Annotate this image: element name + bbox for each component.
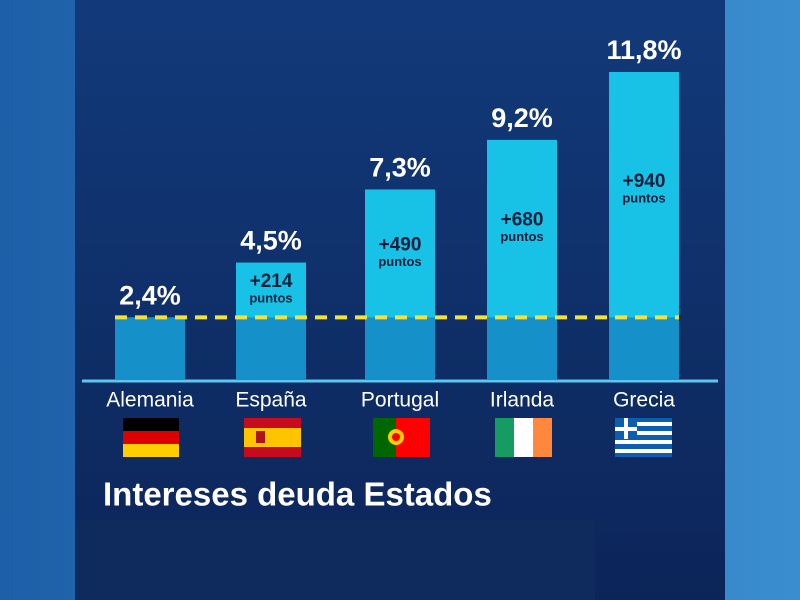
value-label: 4,5% [240,226,302,256]
spread-unit: puntos [249,290,292,305]
bar-base [115,317,185,380]
x-tick-label: España [235,389,307,412]
bar-base [365,317,435,380]
value-label: 7,3% [369,153,431,183]
value-label: 11,8% [606,35,681,65]
chart-title: Intereses deuda Estados [103,476,492,513]
spread-label: +680 [501,210,544,231]
spread-unit: puntos [500,229,543,244]
panel-foot [75,520,595,600]
flag-spain [244,418,301,457]
x-tick-label: Portugal [361,389,439,412]
value-label: 9,2% [491,103,553,133]
bar-base [609,317,679,380]
flag-greece [615,418,672,457]
x-tick-label: Grecia [613,389,675,412]
bar-base [487,317,557,380]
value-label: 2,4% [119,280,181,310]
spread-label: +940 [623,171,666,192]
spread-unit: puntos [378,254,421,269]
x-tick-label: Alemania [106,389,194,412]
spread-unit: puntos [622,190,665,205]
flag-germany [123,418,179,457]
flag-ireland [495,418,552,457]
bar-base [236,317,306,380]
flag-portugal [373,418,430,457]
spread-label: +214 [250,271,293,292]
flags [123,418,672,457]
x-tick-label: Irlanda [490,389,555,412]
spread-label: +490 [379,234,422,255]
